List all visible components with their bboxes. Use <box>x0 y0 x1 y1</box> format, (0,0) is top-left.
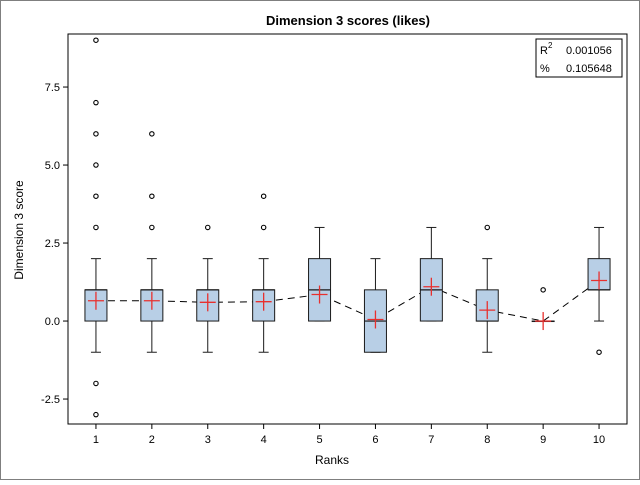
outlier-point <box>149 131 155 137</box>
outlier-point <box>205 224 211 231</box>
x-tick-label: 7 <box>428 434 434 446</box>
x-tick-label: 5 <box>316 434 322 446</box>
outlier-point <box>93 411 99 418</box>
outlier-point <box>484 224 490 231</box>
outlier-point <box>596 349 602 355</box>
plot-layer: -2.50.02.55.07.51 2 3 4 5 6 7 8 9 10R 2 0.001056% 0.… <box>41 33 628 446</box>
y-tick-label: -2.5 <box>41 394 60 406</box>
x-tick-label: 1 <box>93 434 99 446</box>
y-tick-label: 0.0 <box>45 316 60 328</box>
x-axis-label: Ranks <box>315 453 349 467</box>
plot-area-frame <box>67 33 628 425</box>
y-tick-label: 5.0 <box>45 160 60 172</box>
mean-connect-line <box>95 280 600 322</box>
r2-value: 0.001056 <box>566 45 612 57</box>
outlier-point <box>260 193 267 199</box>
y-axis-label: Dimension 3 score <box>12 180 26 280</box>
outlier-point <box>93 162 99 168</box>
r2-superscript: 2 <box>548 41 553 50</box>
x-tick-label: 6 <box>372 434 378 446</box>
percent-value: 0.105648 <box>566 63 612 75</box>
outlier-point <box>93 99 99 106</box>
outlier-point <box>93 380 99 387</box>
x-tick-label: 8 <box>484 434 490 446</box>
x-tick-label: 4 <box>261 434 267 446</box>
x-tick-label: 3 <box>205 434 211 446</box>
r2-label: R <box>540 45 548 57</box>
y-tick-label: 2.5 <box>45 238 60 250</box>
outlier-point <box>93 224 99 231</box>
stats-inset-box <box>535 38 623 78</box>
outlier-point <box>93 193 99 199</box>
outlier-point <box>149 224 155 231</box>
x-tick-label: 9 <box>540 434 546 446</box>
outlier-point <box>540 287 546 293</box>
outlier-point <box>149 193 155 199</box>
x-tick-label: 2 <box>149 434 155 446</box>
outlier-point <box>260 224 267 231</box>
outlier-point <box>93 37 99 43</box>
outlier-point <box>93 131 99 137</box>
y-tick-label: 7.5 <box>45 82 60 94</box>
chart-title: Dimension 3 scores (likes) <box>266 13 430 28</box>
x-tick-label: 10 <box>593 434 605 446</box>
percent-label: % <box>540 63 550 75</box>
